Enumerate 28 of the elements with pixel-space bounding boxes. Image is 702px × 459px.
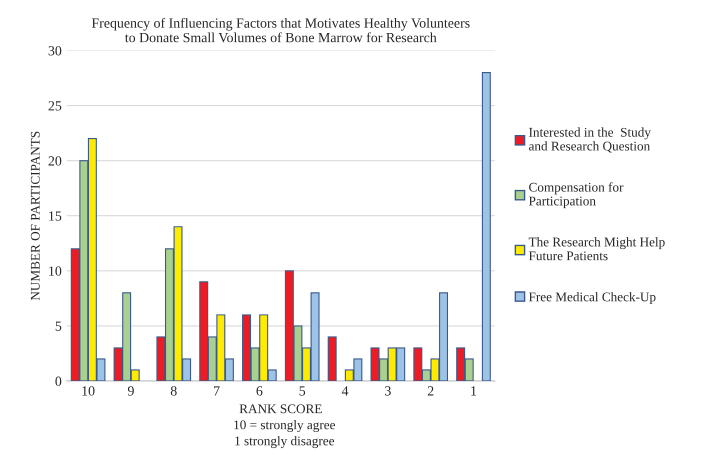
- legend-label: The Research Might Help Future Patients: [528, 237, 665, 260]
- y-tick-label: 0: [55, 376, 62, 386]
- bar: [482, 72, 491, 381]
- x-tick-label: 3: [385, 386, 391, 396]
- x-tick-label: 4: [342, 386, 348, 396]
- y-tick-label: 30: [48, 46, 62, 56]
- legend-label: Interested in the Study and Research Question: [529, 127, 651, 153]
- x-tick-label: 9: [128, 386, 134, 396]
- text: 1 strongly disagree: [235, 436, 334, 448]
- x-tick-label: 1: [471, 386, 476, 396]
- legend-label: Free Medical Check-Up: [528, 292, 656, 304]
- x-tick-label: 8: [170, 386, 177, 396]
- y-axis-title: NUMBER OF PARTICIPANTS: [30, 132, 40, 300]
- y-tick-label: 25: [48, 101, 62, 111]
- text: 10 = strongly agree: [234, 420, 336, 432]
- x-axis-title: RANK SCORE: [240, 404, 322, 414]
- x-tick-label: 2: [428, 386, 434, 396]
- x-tick-label: 5: [300, 386, 306, 396]
- y-tick-label: 10: [49, 266, 62, 276]
- bar: [328, 336, 337, 381]
- chart-title: Frequency of Influencing Factors that Motivates Healthy Volunteers to Donate Small Volumes of Bone Marrow for Research: [92, 18, 470, 42]
- y-tick-label: 5: [56, 322, 62, 331]
- y-tick-label: 20: [48, 156, 62, 166]
- x-tick-label: 6: [256, 386, 262, 396]
- x-tick-label: 7: [214, 386, 220, 396]
- legend-label: Compensation for Participation: [528, 182, 624, 208]
- x-tick-label: 10: [82, 386, 95, 396]
- y-tick-label: 15: [49, 211, 62, 221]
